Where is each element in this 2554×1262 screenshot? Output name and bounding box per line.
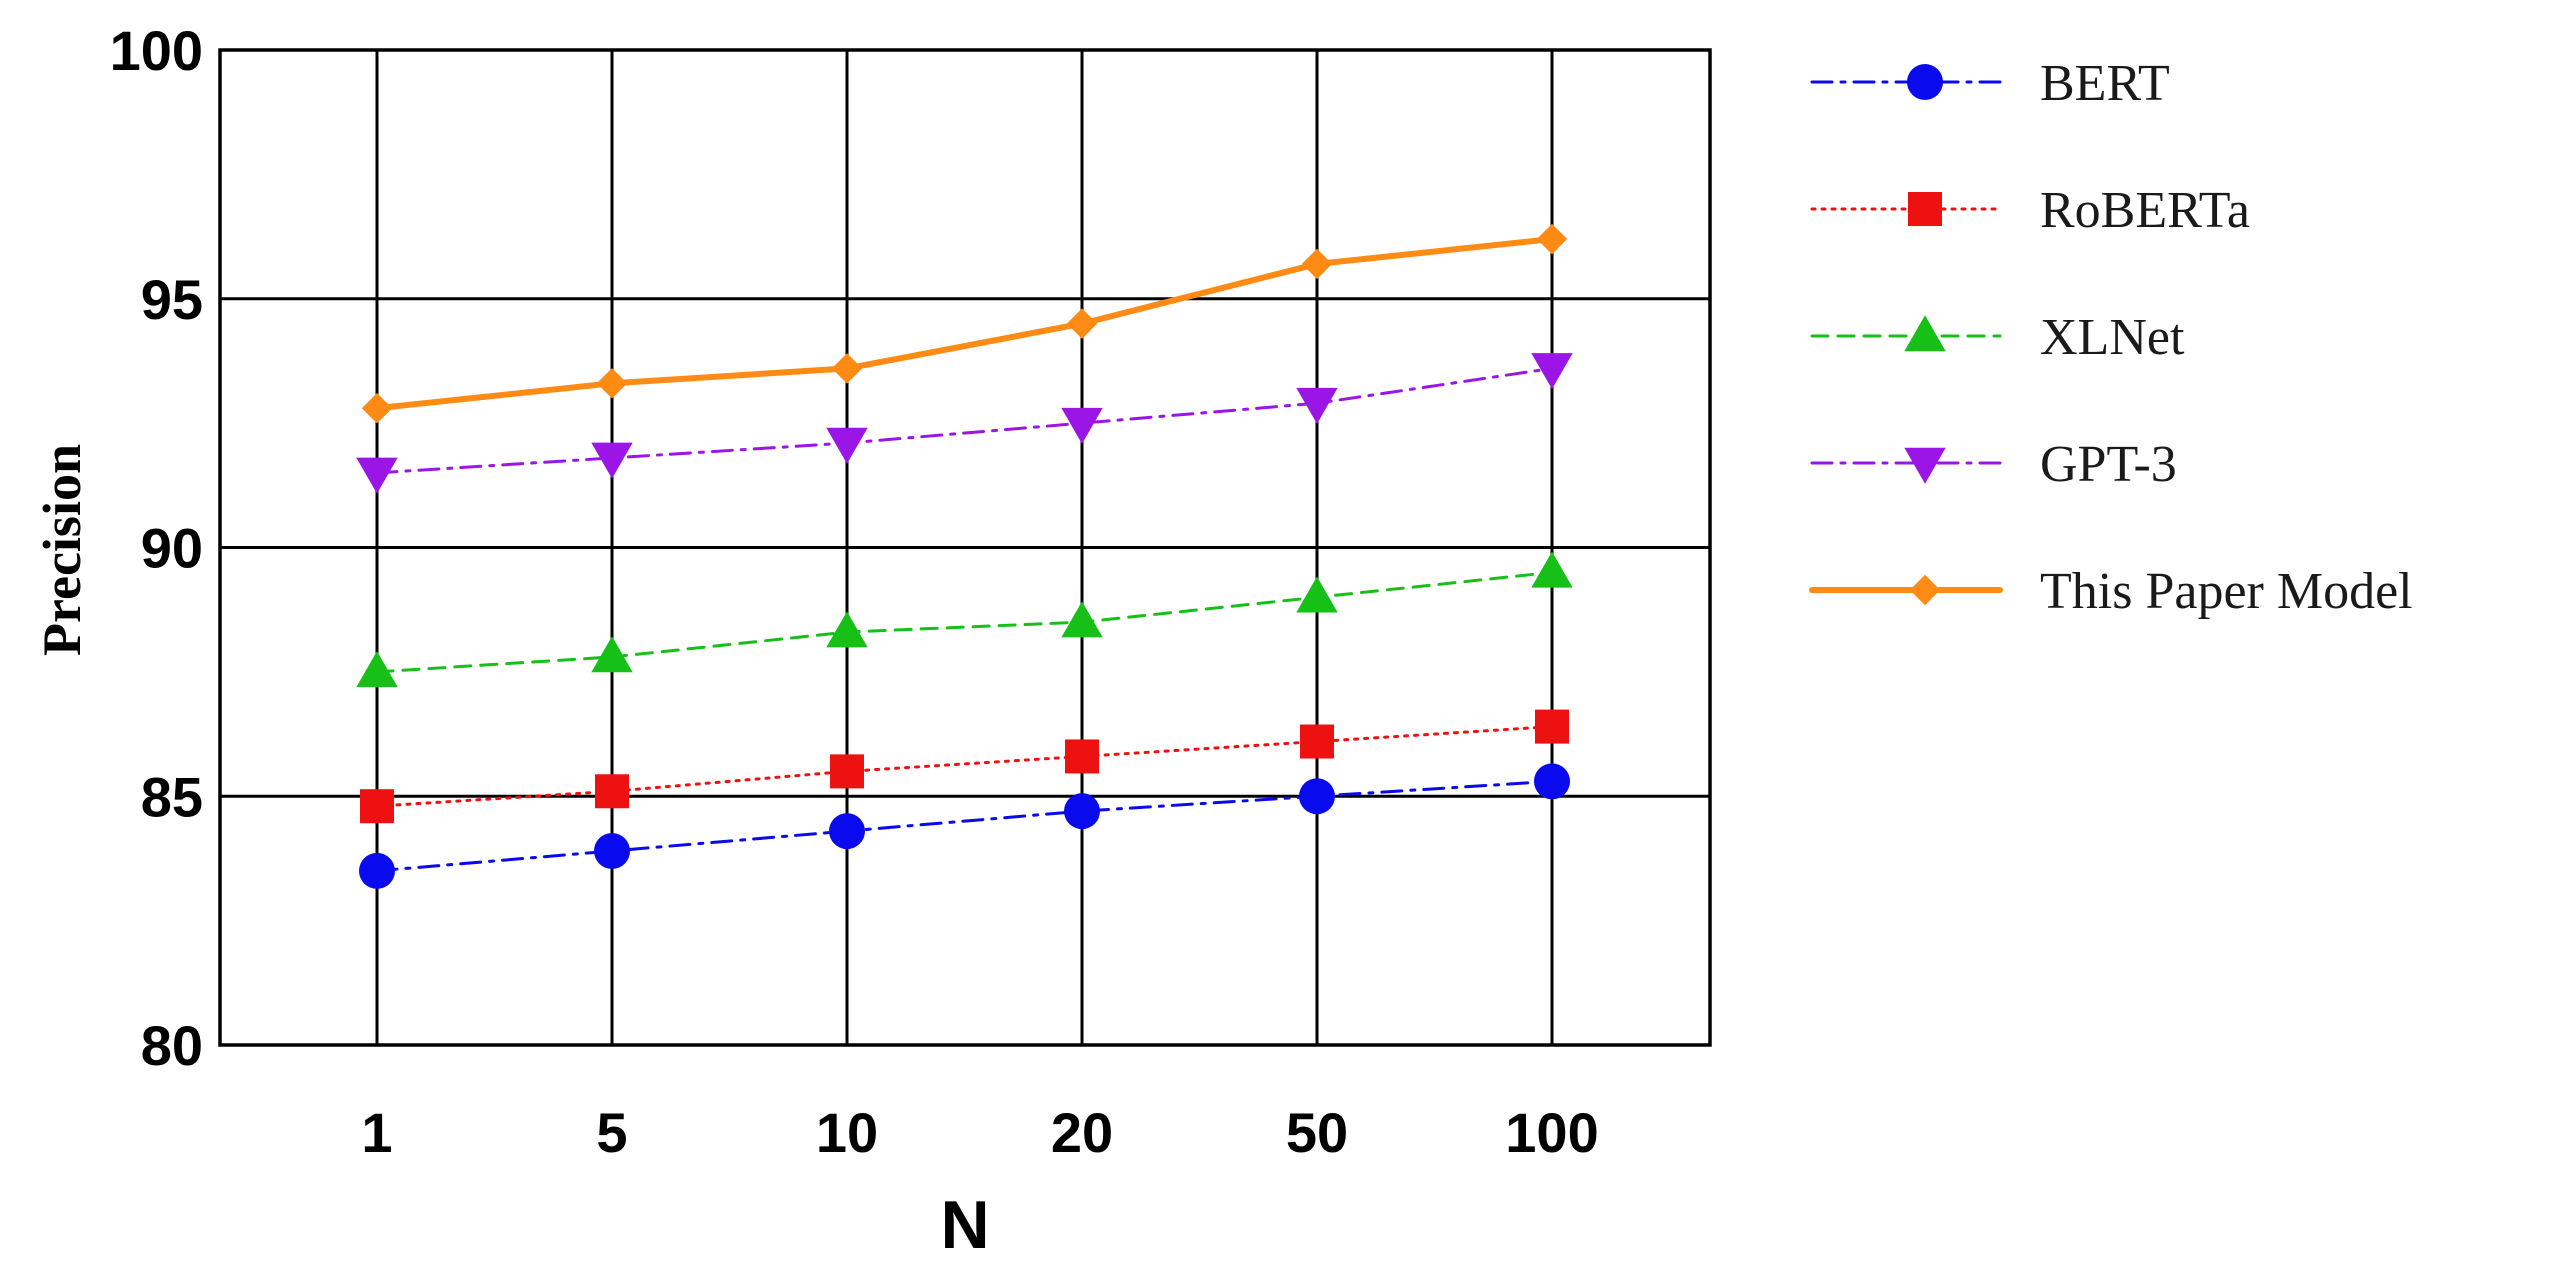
- legend-label-roberta: RoBERTa: [2040, 182, 2250, 239]
- data-point-roberta-5: [595, 774, 629, 809]
- data-point-bert-10: [829, 813, 865, 850]
- legend-marker-gpt-3: [1904, 447, 1946, 484]
- data-point-this-paper-model-1: [361, 393, 393, 424]
- series-line-this-paper-model: [374, 236, 1555, 412]
- data-point-roberta-1: [360, 789, 394, 824]
- x-tick-label-1: 1: [361, 1101, 392, 1164]
- data-point-xlnet-20: [1061, 601, 1103, 638]
- series-roberta: [360, 709, 1569, 824]
- data-point-bert-1: [359, 852, 395, 889]
- data-point-this-paper-model-100: [1536, 223, 1568, 255]
- legend-item-xlnet: XLNet: [1810, 309, 2185, 366]
- y-tick-label-80: 80: [141, 1014, 203, 1077]
- legend-item-this-paper-model: This Paper Model: [1809, 563, 2413, 620]
- data-point-gpt-3-10: [826, 427, 868, 464]
- plot-frame: [218, 48, 1712, 1047]
- data-point-this-paper-model-20: [1066, 308, 1098, 339]
- legend-item-bert: BERT: [1810, 55, 2170, 112]
- data-point-roberta-100: [1535, 709, 1569, 744]
- legend-label-bert: BERT: [2040, 55, 2170, 112]
- data-point-roberta-50: [1300, 724, 1334, 759]
- data-point-xlnet-50: [1296, 576, 1338, 613]
- series-line-roberta: [375, 725, 1554, 808]
- data-point-gpt-3-100: [1531, 353, 1573, 390]
- data-point-xlnet-1: [356, 651, 398, 688]
- data-point-roberta-10: [830, 754, 864, 789]
- x-tick-label-5: 5: [596, 1101, 627, 1164]
- data-point-gpt-3-5: [591, 442, 633, 479]
- series-bert: [359, 763, 1570, 889]
- x-tick-label-100: 100: [1505, 1101, 1598, 1164]
- data-point-this-paper-model-10: [831, 353, 863, 384]
- data-point-bert-20: [1064, 793, 1100, 830]
- tick-labels: 1 5 10 20 50 100 80 85 90 95 100: [110, 19, 1599, 1164]
- series-this-paper-model: [361, 223, 1568, 424]
- data-point-bert-50: [1299, 778, 1335, 815]
- data-point-this-paper-model-5: [596, 368, 628, 399]
- data-point-this-paper-model-50: [1301, 248, 1333, 280]
- data-point-xlnet-100: [1531, 551, 1573, 588]
- legend-label-gpt-3: GPT-3: [2040, 436, 2177, 493]
- series-line-gpt-3: [375, 366, 1554, 475]
- y-tick-label-100: 100: [110, 19, 203, 82]
- plot-border: [218, 48, 1712, 1047]
- data-point-xlnet-5: [591, 636, 633, 673]
- legend-marker-roberta: [1908, 192, 1942, 226]
- y-tick-label-95: 95: [141, 268, 203, 331]
- grid: [220, 48, 1710, 1047]
- x-tick-label-50: 50: [1286, 1101, 1348, 1164]
- series-gpt-3: [356, 353, 1573, 494]
- legend: BERT RoBERTa XLNet GPT-3 This Paper Model: [1809, 55, 2413, 620]
- legend-label-this-paper-model: This Paper Model: [2040, 563, 2413, 620]
- x-tick-label-10: 10: [816, 1101, 878, 1164]
- x-axis-title: N: [940, 1187, 989, 1262]
- legend-item-gpt-3: GPT-3: [1810, 436, 2177, 493]
- data-point-roberta-20: [1065, 739, 1099, 774]
- series-xlnet: [356, 551, 1573, 688]
- data-point-gpt-3-50: [1296, 387, 1338, 424]
- data-point-gpt-3-20: [1061, 407, 1103, 444]
- x-tick-label-20: 20: [1051, 1101, 1113, 1164]
- legend-marker-xlnet: [1904, 315, 1946, 352]
- legend-marker-this-paper-model: [1909, 574, 1941, 606]
- series-line-bert: [375, 779, 1554, 873]
- legend-marker-bert: [1907, 64, 1943, 100]
- y-tick-label-90: 90: [141, 517, 203, 580]
- data-point-gpt-3-1: [356, 457, 398, 494]
- data-point-bert-100: [1534, 763, 1570, 800]
- legend-item-roberta: RoBERTa: [1810, 182, 2250, 239]
- legend-label-xlnet: XLNet: [2040, 309, 2185, 366]
- y-axis-title: Precision: [32, 444, 92, 656]
- y-tick-label-85: 85: [141, 765, 203, 828]
- series-line-xlnet: [375, 570, 1554, 674]
- data-point-xlnet-10: [826, 611, 868, 648]
- series-lines: [356, 223, 1573, 889]
- data-point-bert-5: [594, 832, 630, 869]
